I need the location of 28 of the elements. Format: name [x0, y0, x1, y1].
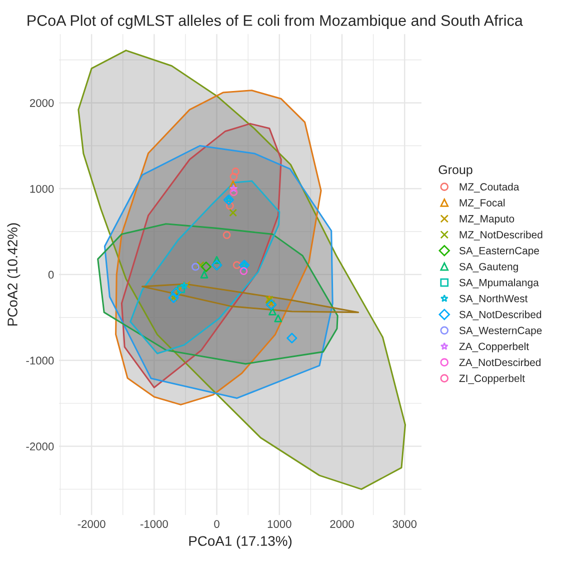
x-tick-label: 2000 [330, 520, 354, 528]
y-tick-label: 0 [48, 270, 54, 279]
y-tick-label: -2000 [26, 442, 54, 450]
legend-title: Group [438, 165, 472, 177]
x-tick-label: 0 [214, 520, 220, 528]
legend-label: SA_WesternCape [459, 326, 542, 336]
legend-label: SA_Gauteng [459, 262, 518, 272]
legend-label: SA_EasternCape [459, 246, 539, 256]
legend-label: MZ_Maputo [460, 215, 514, 225]
legend-label: ZI_Copperbelt [459, 374, 525, 384]
y-tick-label: 2000 [30, 99, 54, 107]
y-axis-title: PCoA2 (10.42%) [7, 223, 20, 326]
y-tick-label: 1000 [30, 184, 54, 193]
y-tick-label: -1000 [26, 356, 54, 365]
legend-label: ZA_NotDescirbed [459, 358, 540, 368]
chart-title: PCoA Plot of cgMLST alleles of E coli from Mozambique and South Africa [28, 14, 523, 29]
legend-label: MZ_NotDescribed [460, 230, 542, 240]
x-tick-label: 3000 [392, 520, 417, 528]
legend-label: MZ_Focal [460, 198, 505, 208]
x-axis-title: PCoA1 (17.13%) [189, 536, 292, 549]
x-tick-label: 1000 [268, 520, 292, 528]
legend-label: SA_NotDescribed [459, 310, 542, 320]
legend-label: SA_NorthWest [459, 294, 528, 304]
legend-label: MZ_Coutada [460, 182, 520, 192]
legend-label: ZA_Copperbelt [459, 342, 529, 352]
x-tick-label: -2000 [78, 520, 106, 528]
legend-label: SA_Mpumalanga [459, 278, 539, 288]
x-tick-label: -1000 [140, 520, 168, 528]
